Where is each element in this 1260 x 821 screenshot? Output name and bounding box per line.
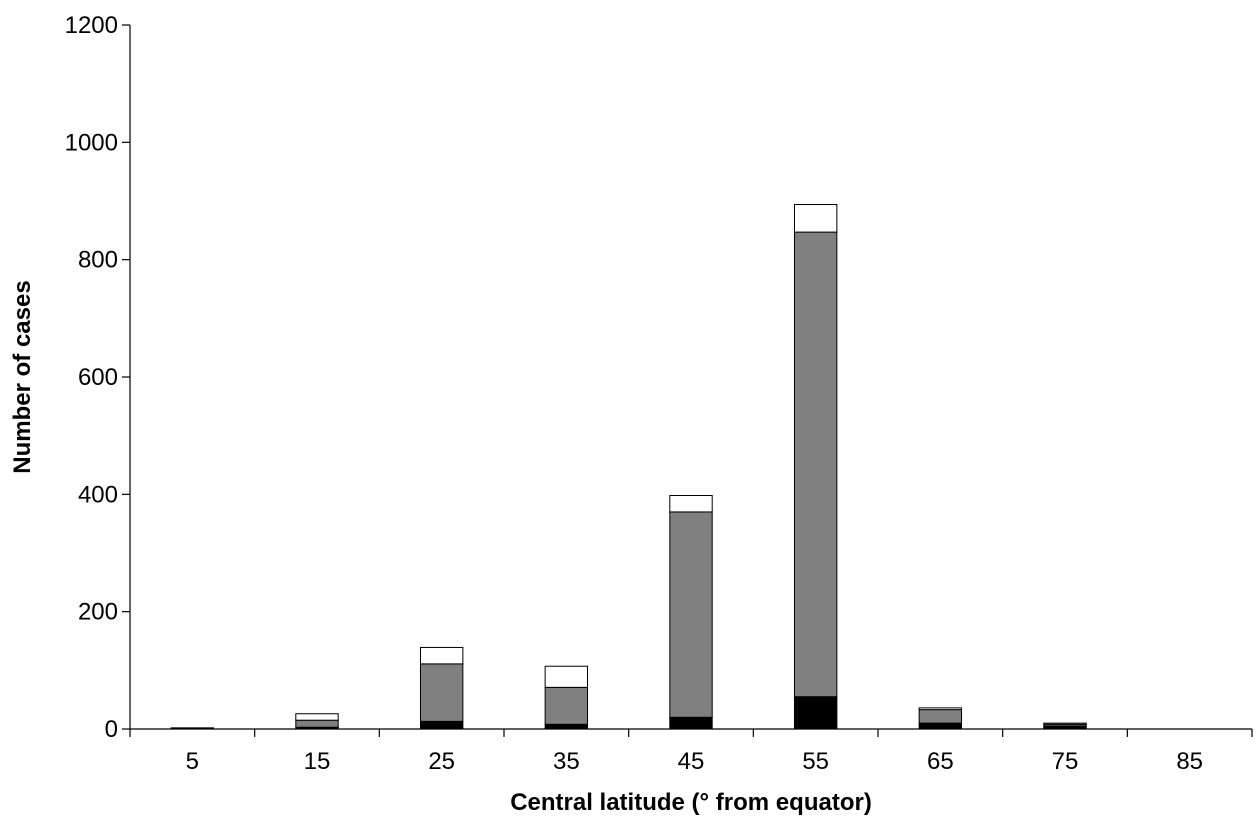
bar-segment-25-series-1 — [419, 720, 464, 730]
y-tick-label: 400 — [78, 481, 118, 508]
bar-segment-35-series-2 — [544, 686, 589, 725]
x-tick-label: 15 — [304, 748, 331, 775]
y-tick-label: 1000 — [65, 129, 118, 156]
x-tick-label: 85 — [1176, 748, 1203, 775]
y-axis-title: Number of cases — [9, 280, 36, 473]
bar-segment-25-series-3 — [419, 646, 464, 665]
bar-segment-35-series-3 — [544, 665, 589, 688]
bars-group — [170, 204, 1087, 730]
bar-segment-75-series-3 — [1043, 722, 1087, 725]
x-tick-label: 45 — [678, 748, 705, 775]
y-tick-label: 600 — [78, 364, 118, 391]
x-tick-label: 55 — [802, 748, 829, 775]
bar-segment-25-series-2 — [419, 663, 464, 722]
bar-segment-55-series-3 — [793, 204, 838, 233]
x-tick-label: 75 — [1052, 748, 1079, 775]
bar-segment-15-series-2 — [295, 719, 339, 728]
bar-segment-55-series-2 — [793, 231, 838, 698]
bar-segment-35-series-1 — [544, 723, 589, 730]
x-ticks-group: 5 15 25 35 45 55 65 75 85 — [129, 729, 1253, 775]
y-tick-label: 1200 — [65, 12, 118, 39]
bar-segment-45-series-1 — [669, 716, 713, 730]
y-ticks-group: 0 200 400 600 800 1000 1200 — [65, 12, 130, 743]
y-tick-label: 800 — [78, 247, 118, 274]
bar-segment-45-series-2 — [669, 511, 713, 718]
bar-segment-55-series-1 — [793, 696, 838, 730]
x-axis-title: Central latitude (° from equator) — [510, 789, 872, 816]
bar-segment-65-series-1 — [918, 722, 963, 730]
bar-segment-15-series-3 — [295, 713, 339, 721]
bar-segment-45-series-3 — [669, 495, 713, 513]
bar-segment-65-series-2 — [918, 709, 963, 724]
x-tick-label: 35 — [553, 748, 580, 775]
x-tick-label: 65 — [927, 748, 954, 775]
y-tick-label: 0 — [105, 716, 118, 743]
y-tick-label: 200 — [78, 599, 118, 626]
x-tick-label: 25 — [428, 748, 455, 775]
bar-segment-65-series-3 — [918, 707, 963, 711]
x-tick-label: 5 — [186, 748, 199, 775]
